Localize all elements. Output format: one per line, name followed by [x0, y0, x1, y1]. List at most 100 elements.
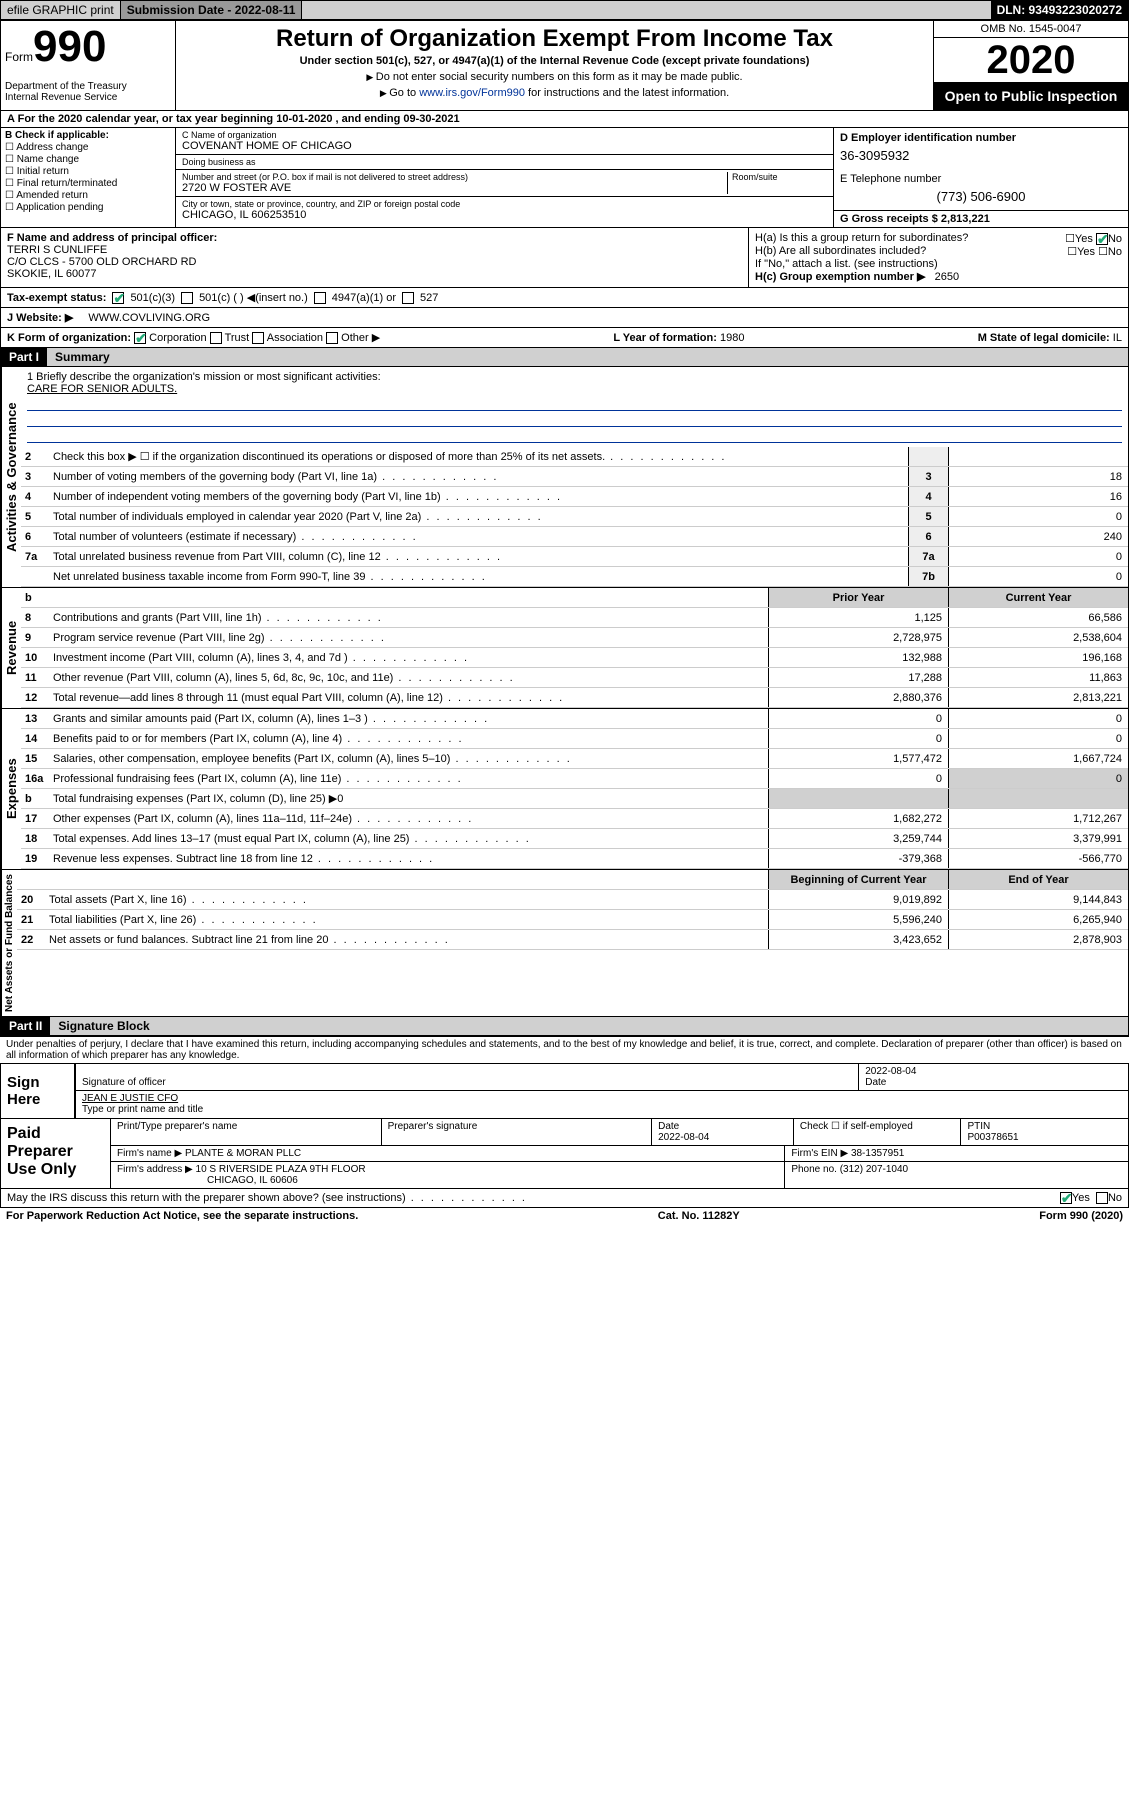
cb-501c[interactable] [181, 292, 193, 304]
current-year-hdr: Current Year [948, 588, 1128, 607]
ptin: PTIN P00378651 [961, 1119, 1128, 1145]
officer-name: TERRI S CUNLIFFE [7, 244, 742, 256]
table-row: 17Other expenses (Part IX, column (A), l… [21, 809, 1128, 829]
preparer-sig-hdr: Preparer's signature [382, 1119, 653, 1145]
cb-501c3[interactable] [112, 292, 124, 304]
governance-label: Activities & Governance [1, 367, 21, 587]
org-name: COVENANT HOME OF CHICAGO [182, 140, 827, 152]
beg-year-hdr: Beginning of Current Year [768, 870, 948, 889]
cb-trust[interactable] [210, 332, 222, 344]
state-domicile: M State of legal domicile: IL [978, 332, 1122, 344]
year-formation: L Year of formation: 1980 [613, 332, 744, 344]
col-b-checkboxes: B Check if applicable: ☐ Address change … [1, 128, 176, 227]
table-row: 16aProfessional fundraising fees (Part I… [21, 769, 1128, 789]
block-f-h: F Name and address of principal officer:… [0, 228, 1129, 288]
expenses-label: Expenses [1, 709, 21, 869]
part1-title: Summary [47, 348, 1128, 366]
revenue-label: Revenue [1, 588, 21, 708]
perjury-statement: Under penalties of perjury, I declare th… [0, 1036, 1129, 1063]
part2-header: Part II Signature Block [0, 1017, 1129, 1036]
website-url: WWW.COVLIVING.ORG [88, 312, 210, 324]
omb-number: OMB No. 1545-0047 [934, 21, 1128, 38]
cb-address-change[interactable]: ☐ Address change [5, 142, 171, 153]
efile-label: efile GRAPHIC print [1, 1, 121, 19]
officer-typed-name: JEAN E JUSTIE CFOType or print name and … [76, 1091, 1128, 1117]
form-header: Form990 Department of the Treasury Inter… [0, 20, 1129, 111]
preparer-name-hdr: Print/Type preparer's name [111, 1119, 382, 1145]
self-employed-cb: Check ☐ if self-employed [794, 1119, 962, 1145]
paid-preparer-block: Paid Preparer Use Only Print/Type prepar… [0, 1119, 1129, 1189]
table-row: 10Investment income (Part VIII, column (… [21, 648, 1128, 668]
hb-label: H(b) Are all subordinates included? [755, 245, 926, 258]
discuss-row: May the IRS discuss this return with the… [0, 1189, 1129, 1208]
hc-row: H(c) Group exemption number ▶ 2650 [755, 270, 1122, 283]
city-value: CHICAGO, IL 606253510 [182, 209, 827, 221]
sign-here-block: Sign Here Signature of officer 2022-08-0… [0, 1063, 1129, 1119]
firm-name: Firm's name ▶ PLANTE & MORAN PLLC [111, 1146, 785, 1161]
cb-final-return[interactable]: ☐ Final return/terminated [5, 178, 171, 189]
paid-preparer-label: Paid Preparer Use Only [1, 1119, 111, 1188]
table-row: 6Total number of volunteers (estimate if… [21, 527, 1128, 547]
part1-header: Part I Summary [0, 348, 1129, 367]
form-number: 990 [33, 22, 106, 71]
tel-value: (773) 506-6900 [840, 189, 1122, 204]
dept-treasury: Department of the Treasury Internal Reve… [5, 81, 171, 103]
table-row: 20Total assets (Part X, line 16) 9,019,8… [17, 890, 1128, 910]
form-title: Return of Organization Exempt From Incom… [180, 25, 929, 53]
website-note: Go to www.irs.gov/Form990 for instructio… [180, 87, 929, 99]
open-inspection: Open to Public Inspection [934, 82, 1128, 110]
cb-name-change[interactable]: ☐ Name change [5, 154, 171, 165]
governance-section: Activities & Governance 1 Briefly descri… [0, 367, 1129, 588]
table-row: 7aTotal unrelated business revenue from … [21, 547, 1128, 567]
table-row: 15Salaries, other compensation, employee… [21, 749, 1128, 769]
table-row: 9Program service revenue (Part VIII, lin… [21, 628, 1128, 648]
cb-527[interactable] [402, 292, 414, 304]
table-row: 13Grants and similar amounts paid (Part … [21, 709, 1128, 729]
table-row: 22Net assets or fund balances. Subtract … [17, 930, 1128, 950]
org-name-label: C Name of organization [182, 130, 827, 140]
cb-amended-return[interactable]: ☐ Amended return [5, 190, 171, 201]
ein-label: D Employer identification number [840, 132, 1122, 144]
addr-label: Number and street (or P.O. box if mail i… [182, 172, 727, 182]
hb-answer: ☐Yes ☐No [1067, 245, 1122, 258]
net-assets-section: Net Assets or Fund Balances Beginning of… [0, 870, 1129, 1017]
ha-answer: ☐Yes No [1065, 232, 1122, 245]
ha-label: H(a) Is this a group return for subordin… [755, 232, 968, 245]
cat-no: Cat. No. 11282Y [658, 1210, 740, 1222]
prior-year-hdr: Prior Year [768, 588, 948, 607]
hb-note: If "No," attach a list. (see instruction… [755, 258, 1122, 270]
revenue-section: Revenue b Prior Year Current Year 8Contr… [0, 588, 1129, 709]
cb-other[interactable] [326, 332, 338, 344]
submission-date: Submission Date - 2022-08-11 [121, 1, 303, 19]
sign-date: 2022-08-04Date [859, 1064, 1128, 1090]
form-version: Form 990 (2020) [1039, 1210, 1123, 1222]
dba-label: Doing business as [182, 157, 827, 167]
row-a-period: A For the 2020 calendar year, or tax yea… [0, 111, 1129, 128]
irs-link[interactable]: www.irs.gov/Form990 [419, 87, 525, 99]
paperwork-notice: For Paperwork Reduction Act Notice, see … [6, 1210, 358, 1222]
table-row: 4Number of independent voting members of… [21, 487, 1128, 507]
preparer-date: Date 2022-08-04 [652, 1119, 794, 1145]
col-d-e-g: D Employer identification number36-30959… [833, 128, 1128, 227]
topbar: efile GRAPHIC print Submission Date - 20… [0, 0, 1129, 20]
net-assets-label: Net Assets or Fund Balances [1, 870, 17, 1016]
table-row: 2Check this box ▶ ☐ if the organization … [21, 447, 1128, 467]
part1-num: Part I [1, 348, 47, 366]
form-subtitle: Under section 501(c), 527, or 4947(a)(1)… [180, 55, 929, 67]
mission-block: 1 Briefly describe the organization's mi… [21, 367, 1128, 447]
discuss-answer: Yes No [1060, 1192, 1122, 1204]
table-row: 14Benefits paid to or for members (Part … [21, 729, 1128, 749]
table-row: 5Total number of individuals employed in… [21, 507, 1128, 527]
cb-corporation[interactable] [134, 332, 146, 344]
cb-4947[interactable] [314, 292, 326, 304]
cb-application-pending[interactable]: ☐ Application pending [5, 202, 171, 213]
cb-association[interactable] [252, 332, 264, 344]
page-footer: For Paperwork Reduction Act Notice, see … [0, 1208, 1129, 1224]
row-j-website: J Website: ▶ WWW.COVLIVING.ORG [0, 308, 1129, 328]
cb-initial-return[interactable]: ☐ Initial return [5, 166, 171, 177]
principal-officer: F Name and address of principal officer:… [1, 228, 748, 287]
part2-title: Signature Block [50, 1017, 1128, 1035]
table-row: 18Total expenses. Add lines 13–17 (must … [21, 829, 1128, 849]
table-row: 19Revenue less expenses. Subtract line 1… [21, 849, 1128, 869]
firm-ein: Firm's EIN ▶ 38-1357951 [785, 1146, 1128, 1161]
